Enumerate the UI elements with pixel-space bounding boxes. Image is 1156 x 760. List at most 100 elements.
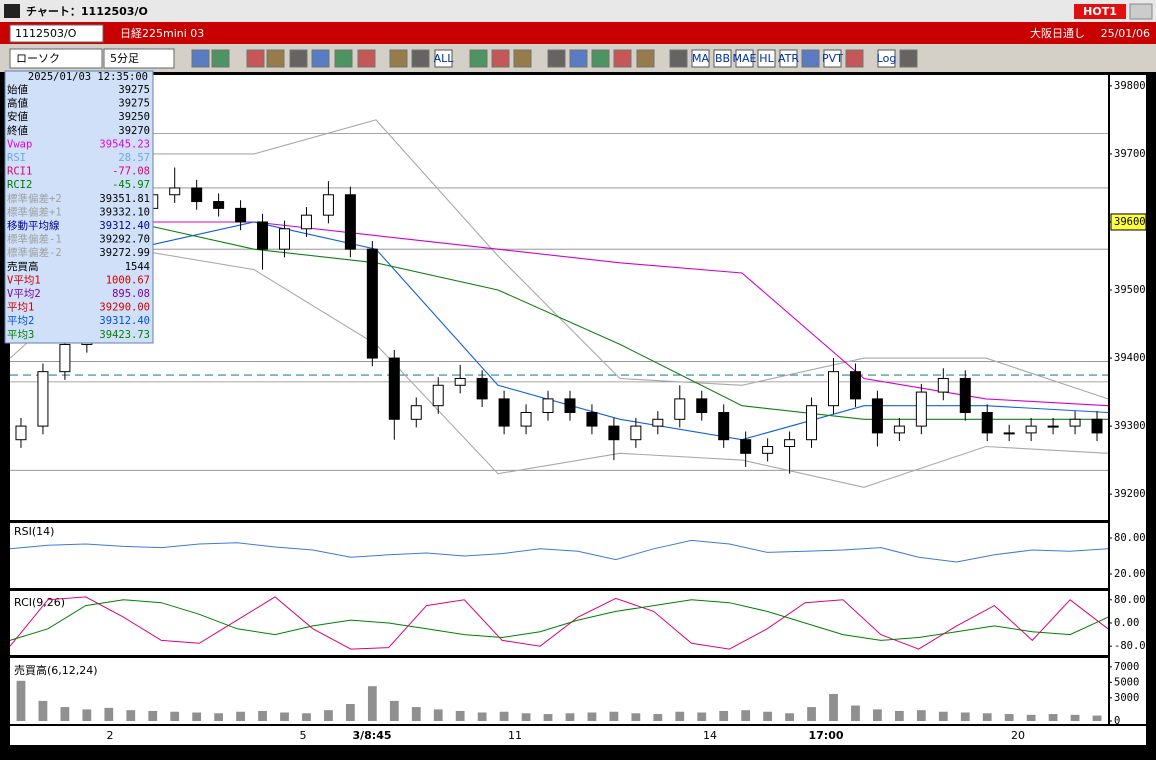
candle-body [806, 405, 818, 441]
info-label: 平均2 [7, 315, 34, 327]
info-label: 始値 [7, 83, 28, 96]
candle-body [784, 439, 796, 448]
candle-body [542, 398, 554, 413]
tool-button[interactable] [311, 49, 330, 68]
tool-button[interactable] [191, 49, 210, 68]
info-label: 標準偏差+1 [7, 205, 62, 218]
tool-label: ATR [778, 52, 799, 65]
candle-body [937, 377, 949, 393]
candle-body [410, 405, 422, 420]
x-tick-label: 11 [508, 729, 522, 742]
info-value: 39351.81 [99, 193, 150, 205]
header-bar [0, 22, 1156, 44]
candle-body [213, 201, 225, 209]
tool-button[interactable] [757, 49, 776, 68]
info-value: 39272.99 [99, 247, 150, 259]
info-value: -45.97 [112, 179, 150, 191]
volume-bar [894, 710, 904, 721]
info-value: 28.57 [118, 152, 150, 164]
hot-button[interactable] [1074, 4, 1126, 19]
info-value: 895.08 [112, 288, 150, 300]
tool-label: BB [715, 52, 730, 65]
tool-button[interactable] [491, 49, 510, 68]
volume-bar [170, 711, 180, 721]
candle-body [454, 377, 466, 386]
indicator-line [9, 596, 1109, 650]
volume-bar [455, 710, 465, 721]
close-button[interactable] [1129, 3, 1153, 20]
volume-bar [1026, 714, 1036, 721]
tool-button[interactable] [547, 49, 566, 68]
interval-select[interactable] [103, 48, 175, 69]
tool-button[interactable] [334, 49, 353, 68]
candle-body [388, 357, 400, 420]
y-tick-label: 39700 [1114, 148, 1146, 160]
app-icon [4, 4, 20, 18]
tool-button[interactable] [289, 49, 308, 68]
candle-body [718, 411, 730, 441]
tool-button[interactable] [691, 49, 710, 68]
tool-button[interactable] [899, 49, 918, 68]
y-tick-label: 3000 [1114, 692, 1139, 704]
tool-button[interactable] [469, 49, 488, 68]
volume-bar [916, 710, 926, 721]
volume-bar [938, 711, 948, 721]
tool-button[interactable] [877, 49, 896, 68]
candle-body [37, 371, 49, 427]
y-tick-label: 39600 [1114, 216, 1146, 228]
tool-button[interactable] [735, 49, 754, 68]
tool-label: ALL [434, 52, 455, 65]
volume-bar [367, 686, 377, 721]
candle-body [630, 425, 642, 441]
tool-button[interactable] [434, 49, 453, 68]
tool-button[interactable] [357, 49, 376, 68]
tool-button[interactable] [823, 49, 842, 68]
tool-button[interactable] [801, 49, 820, 68]
tool-label: HL [759, 52, 774, 65]
info-value: 39275 [118, 98, 150, 110]
candle-body [1069, 418, 1081, 427]
tool-button[interactable] [779, 49, 798, 68]
y-axis-area [1110, 75, 1146, 724]
price-panel [10, 75, 1108, 520]
tool-button[interactable] [246, 49, 265, 68]
volume-bar [324, 710, 333, 721]
tool-button[interactable] [636, 49, 655, 68]
tool-button[interactable] [569, 49, 588, 68]
tool-button[interactable] [211, 49, 230, 68]
info-label: 平均3 [7, 329, 34, 341]
tool-button[interactable] [389, 49, 408, 68]
tool-button[interactable] [266, 49, 285, 68]
info-background [4, 70, 154, 344]
volume-bar [389, 700, 399, 721]
volume-bar [236, 711, 245, 721]
volume-bar [214, 713, 224, 721]
tool-button[interactable] [411, 49, 430, 68]
volume-bar [653, 714, 663, 721]
tool-button[interactable] [669, 49, 688, 68]
symbol-box[interactable] [9, 24, 104, 43]
chart-type-select[interactable] [9, 48, 103, 69]
volume-bar [411, 707, 421, 721]
candle-body [476, 377, 488, 400]
tool-button[interactable] [845, 49, 864, 68]
rci-panel [10, 591, 1108, 655]
info-value: 39270 [118, 125, 150, 137]
info-value: 39545.23 [99, 138, 150, 150]
info-label: RCI2 [7, 179, 32, 191]
tool-button[interactable] [613, 49, 632, 68]
volume-bar [192, 712, 202, 721]
panel-label: 売買高(6,12,24) [14, 663, 98, 677]
y-tick-label: 80.00 [1114, 532, 1146, 544]
tool-button[interactable] [713, 49, 732, 68]
volume-bar [345, 703, 355, 721]
y-tick-label: 7000 [1114, 661, 1139, 673]
volume-bar [697, 712, 707, 721]
volume-bar [16, 680, 26, 721]
panel-label: RCI(9,26) [14, 596, 65, 609]
volume-bar [477, 712, 487, 721]
tool-button[interactable] [513, 49, 532, 68]
tool-button[interactable] [591, 49, 610, 68]
volume-bar [873, 709, 882, 721]
